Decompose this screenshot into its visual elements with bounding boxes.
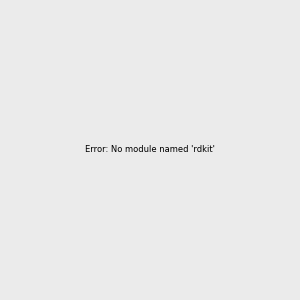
Text: Error: No module named 'rdkit': Error: No module named 'rdkit': [85, 146, 215, 154]
